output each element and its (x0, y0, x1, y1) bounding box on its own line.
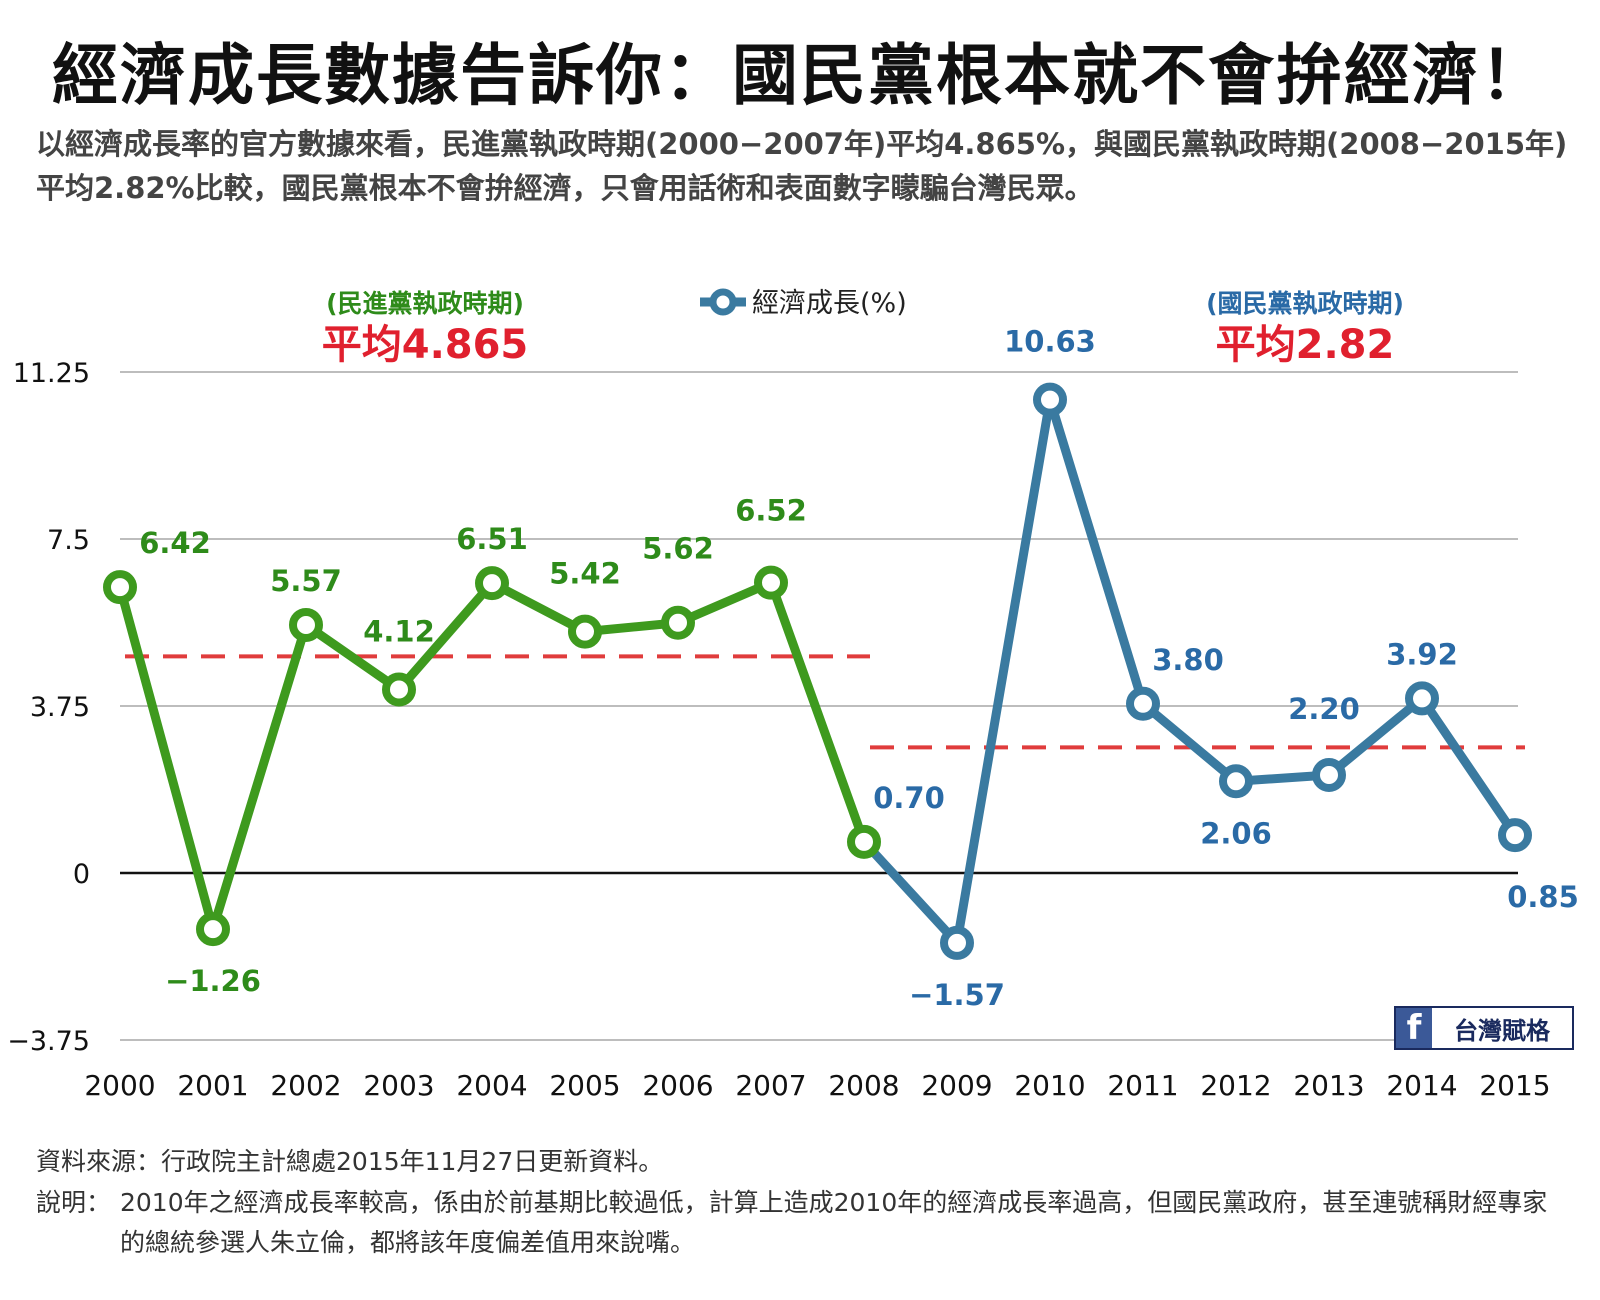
chart-title: 經濟成長數據告訴你：國民黨根本就不會拚經濟！ (52, 37, 1548, 114)
x-tick-label: 2008 (828, 1069, 899, 1102)
x-tick-label: 2009 (921, 1069, 992, 1102)
data-label: 3.80 (1152, 643, 1224, 677)
data-label: 3.92 (1386, 637, 1458, 671)
y-tick-label: 11.25 (13, 358, 90, 389)
data-point (661, 605, 695, 640)
data-point (1219, 764, 1253, 799)
data-point (475, 566, 509, 601)
data-labels: 6.42 −1.26 5.57 4.12 6.51 5.42 5.62 6.52 0.70 −1.… (139, 325, 1579, 1012)
data-point (289, 607, 323, 642)
source-badge-text: 台灣賦格 (1454, 1016, 1550, 1045)
legend-label: 經濟成長(%) (752, 288, 907, 319)
data-label: 4.12 (363, 615, 435, 649)
data-label: 2.20 (1288, 692, 1360, 726)
data-point (940, 925, 974, 960)
data-point (568, 614, 602, 649)
data-label: −1.57 (909, 978, 1005, 1012)
data-label: 0.85 (1507, 880, 1579, 914)
x-tick-label: 2001 (177, 1069, 248, 1102)
data-point (1312, 758, 1346, 793)
legend: 經濟成長(%) (700, 288, 907, 319)
y-tick-label: −3.75 (7, 1026, 90, 1057)
data-label: 2.06 (1200, 816, 1272, 850)
series-line-dpp (115, 578, 869, 934)
data-label: 10.63 (1004, 325, 1096, 359)
y-tick-label: 7.5 (47, 525, 90, 556)
y-tick-label: 0 (73, 859, 90, 890)
x-tick-label: 2003 (363, 1069, 434, 1102)
source-badge: f 台灣賦格 (1394, 1006, 1574, 1050)
x-tick-label: 2007 (735, 1069, 806, 1102)
data-label: 0.70 (873, 781, 945, 815)
x-tick-label: 2012 (1200, 1069, 1271, 1102)
dpp-average-label: 平均4.865 (322, 322, 529, 368)
x-tick-label: 2004 (456, 1069, 527, 1102)
x-tick-label: 2011 (1107, 1069, 1178, 1102)
explanation-label: 說明： (36, 1188, 112, 1217)
line-chart: 6.42 −1.26 5.57 4.12 6.51 5.42 5.62 6.52 0.70 −1.… (7, 288, 1579, 1102)
dpp-period-label: (民進黨執政時期) (326, 289, 524, 318)
data-point (1498, 818, 1532, 853)
data-label: 6.51 (456, 522, 528, 556)
legend-marker (709, 288, 737, 316)
chart-area: 6.42 −1.26 5.57 4.12 6.51 5.42 5.62 6.52 0.70 −1.… (0, 270, 1600, 1140)
data-point (1033, 382, 1067, 417)
facebook-icon: f (1396, 1008, 1432, 1048)
x-tick-label: 2010 (1014, 1069, 1085, 1102)
x-tick-label: 2006 (642, 1069, 713, 1102)
explanation-text: 2010年之經濟成長率較高，係由於前基期比較過低，計算上造成2010年的經濟成長… (120, 1188, 1548, 1257)
x-tick-label: 2002 (270, 1069, 341, 1102)
x-tick-label: 2013 (1293, 1069, 1364, 1102)
data-label: 6.52 (735, 494, 807, 528)
data-point (1405, 681, 1439, 716)
series-line-kmt (860, 395, 1519, 948)
x-tick-label: 2015 (1479, 1069, 1550, 1102)
chart-subtitle: 以經濟成長率的官方數據來看，民進黨執政時期(2000−2007年)平均4.865… (36, 127, 1568, 205)
data-label: 6.42 (139, 526, 211, 560)
data-point (382, 672, 416, 707)
data-point (196, 912, 230, 947)
data-label: 5.62 (642, 532, 714, 566)
series-lines (115, 395, 1519, 948)
x-tick-label: 2005 (549, 1069, 620, 1102)
y-tick-label: 3.75 (30, 692, 90, 723)
data-label: −1.26 (165, 964, 261, 998)
data-point (1126, 686, 1160, 721)
x-tick-label: 2000 (84, 1069, 155, 1102)
explanation-note: 說明： 2010年之經濟成長率較高，係由於前基期比較過低，計算上造成2010年的… (36, 1183, 1566, 1263)
x-tick-label: 2014 (1386, 1069, 1457, 1102)
series-points (103, 382, 1532, 960)
axis-labels: 11.25 7.5 3.75 0 −3.75 2000 2001 2002 2003 2004 20… (7, 358, 1550, 1102)
kmt-period-label: (國民黨執政時期) (1206, 289, 1404, 318)
data-source-note: 資料來源：行政院主計總處2015年11月27日更新資料。 (36, 1147, 664, 1176)
data-label: 5.42 (549, 557, 621, 591)
data-label: 5.57 (270, 564, 342, 598)
data-point (754, 565, 788, 600)
data-point (103, 570, 137, 605)
data-point (847, 824, 881, 859)
kmt-average-label: 平均2.82 (1216, 322, 1395, 368)
